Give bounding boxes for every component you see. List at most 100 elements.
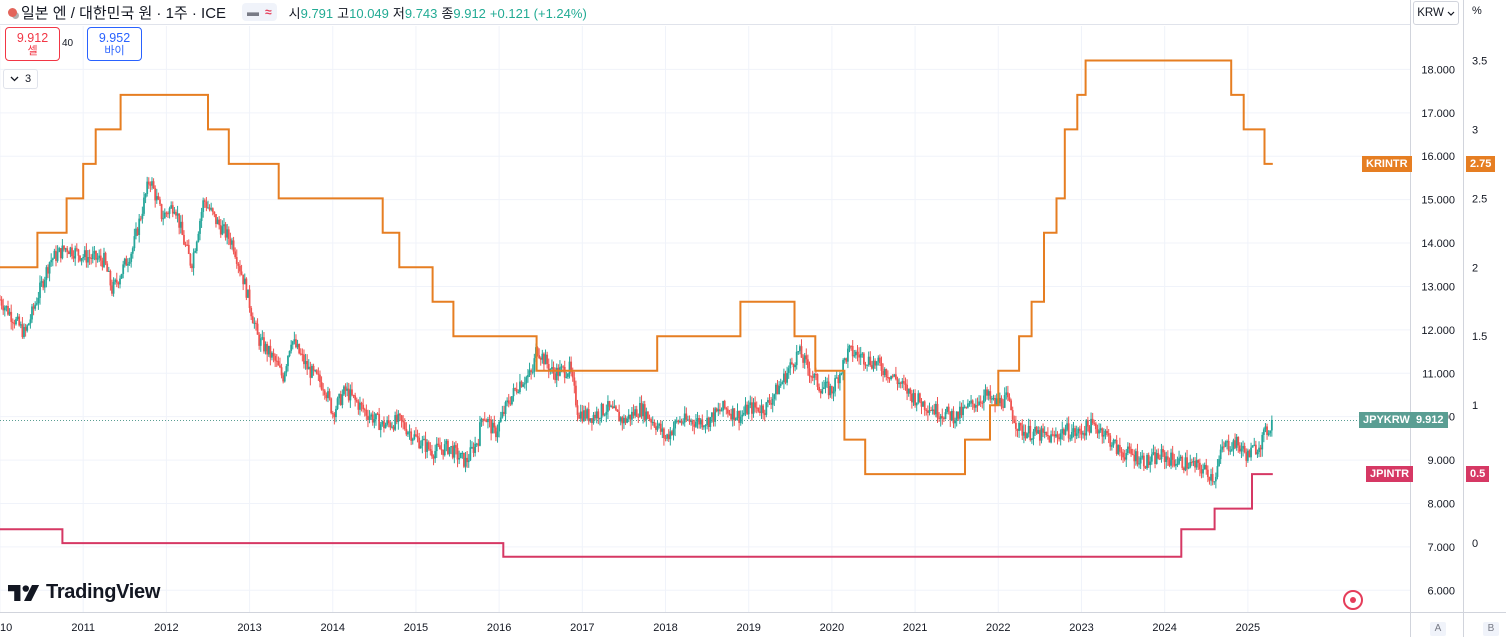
candle-body (18, 316, 21, 326)
minus-icon[interactable]: ▬ (247, 5, 260, 19)
candle-body (578, 414, 581, 419)
candle-body (256, 323, 259, 335)
candle-body (848, 345, 851, 349)
candle-body (1206, 469, 1209, 478)
candle-body (1141, 455, 1144, 458)
candle-body (37, 297, 40, 304)
candle-body (1037, 430, 1040, 434)
candle-body (976, 405, 979, 407)
scale-mark-a[interactable]: A (1430, 622, 1446, 636)
krintr-value-tag: 2.75 (1466, 155, 1496, 172)
candle-body (922, 401, 924, 407)
candle-body (2, 305, 5, 311)
candle-body (842, 360, 844, 374)
candle-body (154, 188, 157, 201)
candle-body (1035, 426, 1038, 434)
candle-body (74, 248, 77, 259)
candle-body (856, 351, 859, 355)
approx-icon[interactable]: ≈ (265, 5, 272, 19)
candle-body (722, 400, 725, 411)
candle-body (408, 431, 411, 433)
candle-body (1251, 445, 1254, 448)
candle-body (1072, 428, 1075, 432)
candle-body (605, 411, 608, 415)
candle-body (759, 411, 761, 413)
candle-body (352, 394, 355, 396)
candle-body (1154, 452, 1156, 464)
indicators-toggle[interactable]: 3 (3, 69, 39, 89)
candle-body (482, 418, 485, 420)
candle-body (291, 341, 294, 345)
candle-body (1259, 447, 1262, 450)
candle-body (1088, 426, 1091, 433)
candle-body (387, 420, 390, 424)
candle-body (61, 245, 64, 259)
candle-body (947, 406, 950, 412)
candle-body (469, 447, 472, 461)
candle-body (496, 431, 499, 438)
candle-body (31, 306, 33, 320)
candle-body (114, 279, 117, 282)
krw-tick-label: 6.000 (1427, 585, 1455, 597)
sell-button[interactable]: 9.912 셀 (5, 27, 60, 61)
candle-body (250, 307, 253, 317)
candle-body (656, 425, 659, 430)
candle-body (591, 418, 593, 424)
candle-body (829, 386, 832, 396)
candle-body (95, 250, 97, 260)
year-tick-label: 2020 (820, 622, 844, 634)
candle-body (10, 311, 13, 322)
candle-body (647, 411, 649, 419)
buy-button[interactable]: 9.952 바이 (87, 27, 142, 61)
candle-body (664, 437, 667, 439)
header-controls[interactable]: ▬ ≈ (242, 3, 277, 21)
jpykrw-value-tag: 9.912 (1412, 412, 1448, 429)
percent-scale-label[interactable]: % (1472, 5, 1482, 17)
jpintr-series-tag: JPINTR (1366, 466, 1414, 483)
candle-body (501, 411, 504, 418)
candle-body (341, 394, 344, 405)
candle-body (939, 416, 942, 419)
candle-body (651, 421, 654, 423)
candle-body (1126, 446, 1129, 454)
candle-body (1051, 434, 1054, 436)
candle-body (331, 413, 334, 415)
candle-body (666, 434, 669, 439)
candle-body (471, 446, 473, 448)
candle-body (1139, 457, 1142, 464)
candle-body (178, 213, 181, 228)
candle-body (0, 299, 3, 306)
candle-body (1101, 428, 1104, 437)
candle-body (19, 324, 22, 326)
candle-body (1078, 428, 1081, 431)
currency-selector[interactable]: KRW (1413, 1, 1459, 25)
candle-body (122, 264, 125, 274)
candle-body (88, 257, 91, 259)
candle-body (653, 421, 656, 427)
scale-mark-b[interactable]: B (1483, 622, 1499, 636)
candle-body (923, 401, 926, 410)
candle-body (1011, 410, 1014, 420)
candle-body (1171, 452, 1174, 460)
candle-body (570, 361, 573, 372)
candle-body (506, 400, 509, 403)
candle-body (445, 440, 448, 445)
candle-body (1118, 445, 1121, 452)
candle-body (1090, 418, 1092, 433)
candle-body (1104, 430, 1107, 435)
candle-body (477, 443, 480, 446)
krw-tick-label: 17.000 (1421, 108, 1455, 120)
tradingview-logo-icon (8, 584, 40, 601)
symbol-title[interactable]: 일본 엔 / 대한민국 원 · 1주 · ICE (21, 4, 227, 22)
candle-body (1034, 426, 1036, 432)
candle-body (767, 400, 769, 403)
candle-body (319, 374, 321, 383)
record-icon[interactable] (1343, 590, 1363, 610)
candle-body (851, 345, 854, 357)
candle-body (783, 373, 785, 383)
candle-body (811, 376, 814, 378)
candle-body (592, 414, 595, 424)
candle-body (645, 411, 648, 420)
candle-body (763, 413, 766, 415)
